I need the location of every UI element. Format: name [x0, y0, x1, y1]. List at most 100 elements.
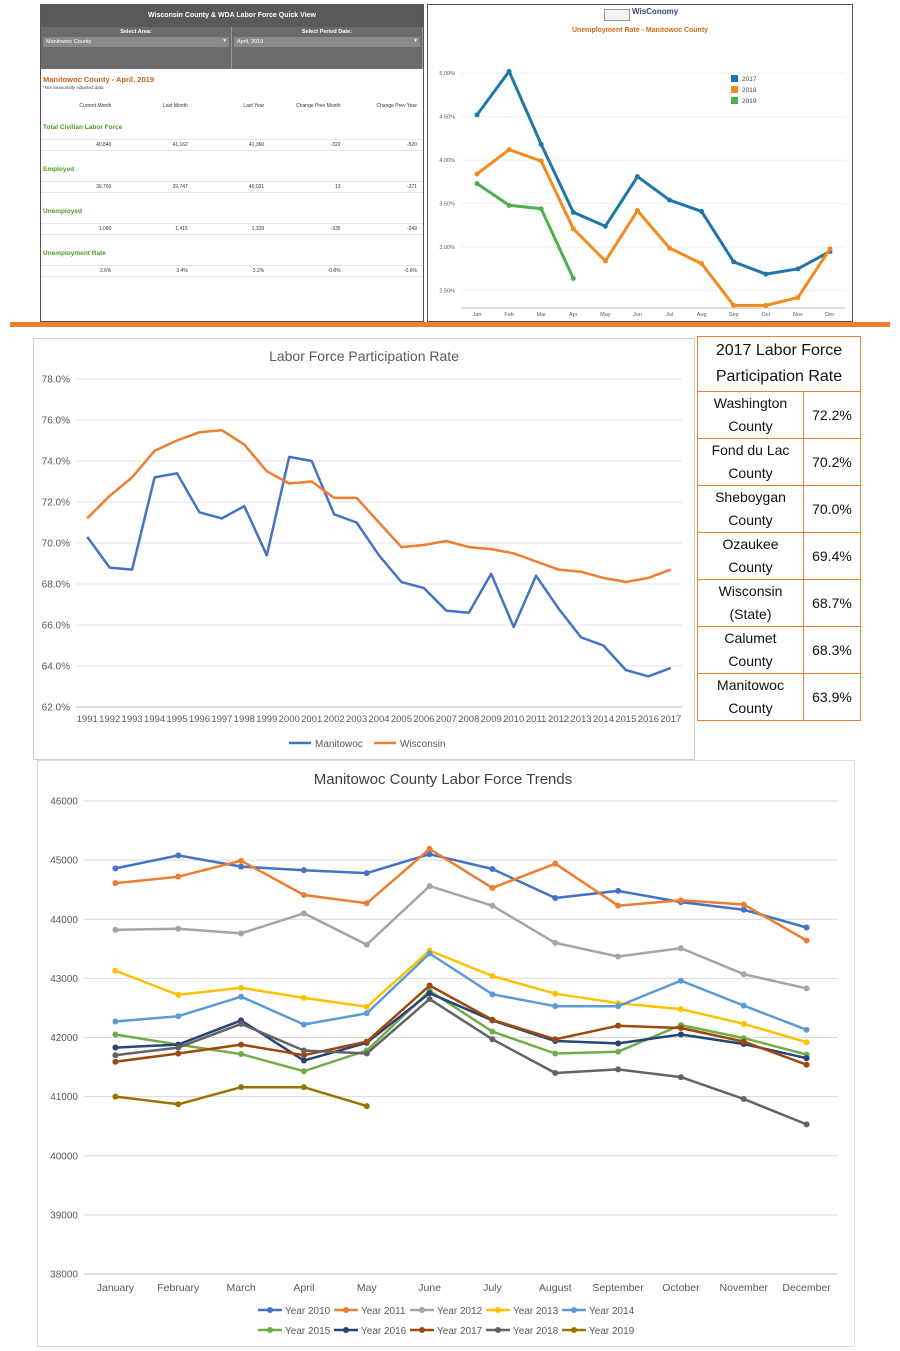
data-point	[175, 873, 182, 880]
y-tick-label: 45000	[50, 856, 78, 867]
county-name: Ozaukee County	[697, 532, 804, 580]
data-point	[300, 1052, 307, 1059]
data-point	[300, 1068, 307, 1075]
column-header: Change Prev Year	[376, 103, 417, 109]
data-point	[112, 1031, 119, 1038]
table-row: Ozaukee County 69.4%	[697, 532, 861, 580]
x-tick-label: April	[293, 1282, 314, 1294]
data-point	[615, 902, 622, 909]
data-point	[112, 880, 119, 887]
x-tick-label: 2007	[436, 714, 457, 725]
area-selector: Select Area: Manitowoc County ▾	[41, 27, 232, 49]
data-point	[489, 991, 496, 998]
series-line	[115, 984, 808, 1066]
state-seal-icon	[604, 9, 630, 21]
area-title: Manitowoc County - April, 2019	[43, 75, 154, 84]
legend-marker	[495, 1307, 501, 1313]
y-tick-label: 4.50%	[439, 115, 455, 121]
x-tick-label: Aug	[697, 312, 707, 318]
data-point	[506, 202, 512, 208]
y-tick-label: 43000	[50, 974, 78, 985]
county-name: Sheboygan County	[697, 485, 804, 533]
series-line	[114, 949, 807, 1044]
data-point	[740, 1020, 747, 1027]
value-cell: 1,329	[251, 226, 265, 232]
data-point	[538, 206, 544, 212]
y-tick-label: 3.50%	[439, 202, 455, 208]
data-point	[426, 990, 433, 997]
data-point	[363, 941, 370, 948]
value-cell: -335	[330, 226, 341, 232]
area-dropdown[interactable]: Manitowoc County ▾	[43, 37, 229, 47]
y-tick-label: 39000	[50, 1210, 78, 1221]
data-point	[552, 1050, 559, 1057]
column-headers: Current Month Last Month Last Year Chang…	[41, 103, 423, 109]
value-cell: 1,415	[175, 226, 188, 232]
data-point	[426, 950, 433, 957]
data-point	[489, 973, 496, 980]
x-tick-label: 2001	[301, 714, 322, 725]
period-dropdown[interactable]: April, 2019 ▾	[234, 37, 420, 47]
data-point	[363, 1103, 370, 1110]
legend-label: 2017	[742, 76, 757, 83]
quick-view-title: Wisconsin County & WDA Labor Force Quick…	[41, 5, 423, 27]
value-cell: 13	[335, 184, 341, 190]
quick-view-panel: Wisconsin County & WDA Labor Force Quick…	[40, 4, 424, 322]
data-point	[740, 1095, 747, 1102]
data-point	[363, 870, 370, 877]
legend-marker	[495, 1327, 501, 1333]
y-tick-label: 4.00%	[439, 158, 455, 164]
x-tick-label: 2014	[593, 714, 614, 725]
series-line	[115, 989, 807, 1073]
data-point	[677, 897, 684, 904]
x-tick-label: 2006	[413, 714, 434, 725]
chart-title: Unemployment Rate - Manitowoc County	[572, 27, 708, 34]
select-area-label: Select Area:	[120, 29, 152, 35]
data-point	[699, 208, 705, 214]
data-point	[667, 197, 673, 203]
x-tick-label: 2013	[570, 714, 591, 725]
x-tick-label: 2017	[660, 714, 681, 725]
x-tick-label: 2004	[368, 714, 389, 725]
x-tick-label: 2012	[548, 714, 569, 725]
data-point	[552, 939, 559, 946]
x-tick-label: 1993	[122, 714, 143, 725]
series-line	[115, 991, 807, 1062]
y-tick-label: 41000	[50, 1092, 78, 1103]
data-point	[300, 1047, 307, 1054]
trends-chart-panel: Manitowoc County Labor Force Trends 38000…	[37, 760, 855, 1347]
legend-label: 2018	[742, 87, 757, 94]
x-tick-label: Apr	[569, 312, 578, 318]
x-tick-label: Nov	[793, 312, 803, 318]
data-point	[795, 266, 801, 272]
series-line	[115, 852, 807, 929]
data-point	[740, 971, 747, 978]
rate-value: 63.9%	[803, 673, 861, 721]
x-tick-label: May	[357, 1282, 378, 1294]
value-cell: 39,760	[96, 184, 112, 190]
data-point	[238, 1041, 245, 1048]
y-tick-label: 44000	[50, 915, 78, 926]
value-cell: 2.6%	[99, 268, 112, 274]
legend-label: Year 2017	[437, 1326, 483, 1337]
data-point	[112, 1093, 119, 1100]
data-point	[489, 1028, 496, 1035]
value-cell: 41,162	[172, 142, 188, 148]
data-point	[175, 852, 182, 859]
value-cell: 39,747	[172, 184, 188, 190]
x-tick-label: Dec	[825, 312, 835, 318]
data-point	[112, 967, 119, 974]
data-point	[803, 985, 810, 992]
data-point	[677, 1025, 684, 1032]
data-point	[489, 865, 496, 872]
legend-marker	[267, 1327, 273, 1333]
unemployment-rate-chart: Unemployment Rate - Manitowoc County 2.50…	[439, 27, 846, 318]
y-tick-label: 62.0%	[42, 703, 70, 714]
data-point	[615, 887, 622, 894]
data-point	[803, 1061, 810, 1068]
data-point	[731, 302, 737, 308]
x-tick-label: September	[592, 1282, 644, 1294]
legend-label: Year 2019	[589, 1326, 635, 1337]
data-point	[175, 1044, 182, 1051]
x-tick-label: 2015	[615, 714, 636, 725]
